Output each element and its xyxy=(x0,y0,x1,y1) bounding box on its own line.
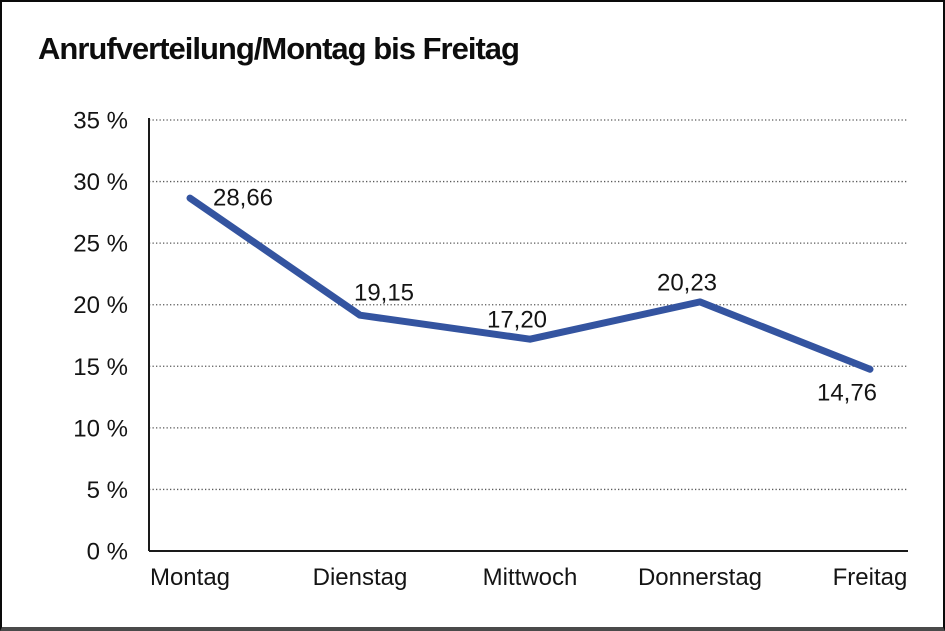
data-point-label: 19,15 xyxy=(354,280,414,307)
x-tick-label: Freitag xyxy=(833,564,908,591)
chart-title: Anrufverteilung/Montag bis Freitag xyxy=(38,31,520,66)
data-point-label: 14,76 xyxy=(817,380,877,407)
y-tick-label: 30 % xyxy=(73,169,128,196)
x-tick-label: Dienstag xyxy=(313,564,408,591)
data-point-label: 20,23 xyxy=(657,269,717,296)
y-tick-label: 15 % xyxy=(73,354,128,381)
data-point-label: 28,66 xyxy=(213,185,273,212)
y-tick-label: 20 % xyxy=(73,292,128,319)
y-tick-label: 5 % xyxy=(87,477,128,504)
data-line xyxy=(186,194,874,373)
y-tick-label: 10 % xyxy=(73,415,128,442)
x-tick-label: Montag xyxy=(150,564,230,591)
x-tick-label: Mittwoch xyxy=(483,564,578,591)
y-tick-label: 25 % xyxy=(73,231,128,258)
x-tick-label: Donnerstag xyxy=(638,564,762,591)
y-tick-label: 35 % xyxy=(73,108,128,135)
y-tick-label: 0 % xyxy=(87,539,128,566)
data-point-label: 17,20 xyxy=(487,307,547,334)
